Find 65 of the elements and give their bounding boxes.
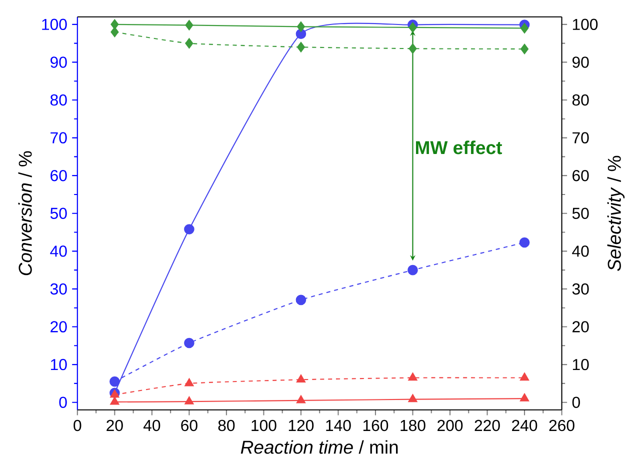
point — [296, 42, 305, 52]
y-tick-label: 90 — [50, 56, 67, 68]
y-tick-label: 10 — [50, 358, 67, 370]
point — [408, 264, 418, 276]
y2-tick-label: 0 — [572, 396, 580, 408]
x-tick-label: 160 — [363, 420, 388, 431]
x-axis-title: Reaction time / min — [240, 440, 398, 454]
y-axis-title: Conversion / % — [18, 151, 32, 275]
point — [184, 338, 194, 348]
point — [520, 22, 529, 34]
point — [296, 294, 306, 305]
y2-tick-label: 20 — [572, 320, 589, 332]
x-tick-label: 20 — [106, 420, 123, 431]
point — [184, 396, 194, 404]
point — [520, 372, 530, 380]
x-tick-label: 120 — [288, 420, 314, 431]
y-tick-label: 50 — [50, 208, 67, 219]
y2-tick-label: 40 — [572, 245, 589, 257]
y2-tick-label: 90 — [572, 56, 589, 68]
point — [520, 393, 530, 402]
x-tick-label: 40 — [143, 420, 160, 431]
annotation: MW effect — [416, 140, 502, 154]
point — [296, 21, 305, 32]
y-tick-label: 30 — [50, 283, 67, 294]
y-tick-label: 100 — [42, 18, 67, 30]
point — [408, 22, 417, 32]
point — [408, 394, 418, 402]
x-tick-label: 200 — [438, 420, 463, 431]
y-tick-label: 0 — [59, 396, 67, 408]
x-tick-label: 220 — [474, 420, 500, 431]
y2-tick-label: 10 — [572, 358, 589, 370]
y-tick-label: 80 — [50, 94, 67, 106]
point — [110, 376, 120, 387]
x-tick-label: 260 — [549, 420, 574, 431]
x-tick-label: 140 — [326, 420, 351, 431]
y-tick-label: 20 — [50, 320, 67, 332]
y2-tick-label: 60 — [572, 170, 589, 181]
y2-axis-title: Selectivity / % — [607, 156, 625, 271]
x-tick-label: 100 — [252, 420, 276, 431]
point — [408, 372, 418, 380]
y-tick-label: 40 — [50, 245, 67, 257]
point — [184, 378, 194, 386]
y2-tick-label: 80 — [572, 94, 589, 106]
point — [110, 26, 119, 37]
point — [185, 20, 194, 30]
y2-tick-label: 30 — [572, 283, 589, 294]
x-tick-label: 80 — [218, 420, 235, 431]
point — [185, 38, 194, 48]
point — [110, 19, 119, 30]
point — [110, 396, 120, 405]
y2-tick-label: 100 — [572, 18, 598, 30]
point — [519, 237, 530, 248]
point — [520, 44, 529, 54]
y2-tick-label: 50 — [572, 208, 589, 219]
point — [296, 374, 306, 382]
y-tick-label: 60 — [50, 170, 67, 181]
x-tick-label: 240 — [512, 420, 538, 431]
point — [184, 224, 194, 234]
x-tick-label: 180 — [400, 420, 426, 431]
y-tick-label: 70 — [50, 132, 67, 144]
point — [408, 43, 417, 54]
x-tick-label: 60 — [181, 420, 198, 431]
y2-tick-label: 70 — [572, 132, 589, 144]
point — [296, 395, 306, 404]
x-tick-label: 0 — [74, 420, 82, 431]
